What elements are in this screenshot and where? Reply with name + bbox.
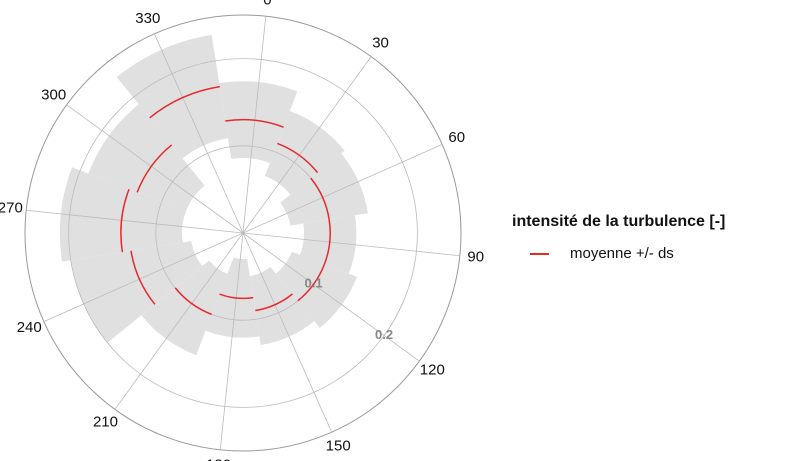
plot: 0 30 60 90 120 150 180 210 240 270 300 330 0.1 0.2 [0,0,484,461]
mean-arc [130,250,156,305]
spoke [242,56,372,234]
angle-label: 270 [0,200,23,217]
spoke [66,104,244,234]
legend-title: intensité de la turbulence [-] [512,213,725,230]
angle-label: 180 [206,457,231,461]
angle-label: 0 [263,0,271,8]
mean-arc [219,293,254,300]
spoke [43,232,244,323]
radial-tick-label: 0.1 [305,276,323,291]
band [219,81,298,163]
angle-label: 120 [420,362,445,379]
mean-arc [120,188,130,253]
band [264,110,345,195]
angle-label: 60 [448,129,465,146]
mean-arc [136,144,173,193]
outer-circle [24,14,462,452]
spoke [242,232,333,433]
spoke [114,232,244,410]
angle-label: 30 [372,35,389,52]
band [116,34,228,159]
mean-arc [255,293,293,312]
spoke [242,232,460,257]
mean-arc [149,85,220,119]
mean-arc [297,263,326,302]
band [70,241,203,343]
band [249,266,315,345]
angle-label: 150 [326,438,351,455]
angle-label: 240 [17,319,42,336]
mean-arc [323,219,331,265]
mean-arc [225,118,284,128]
band [299,215,357,274]
angle-label: 90 [467,248,484,265]
spoke [242,143,443,234]
radial-tick-label: 0.2 [375,327,393,342]
angle-label: 330 [135,10,160,27]
grid-circle [68,58,418,408]
mean-arc [310,177,330,220]
angle-label: 210 [93,413,118,430]
spoke [153,33,244,234]
mean-arc [277,142,319,174]
angle-label: 300 [41,86,66,103]
spoke [242,232,420,362]
band [275,251,357,328]
mean-arc [174,287,213,316]
spoke [219,232,244,450]
band [280,153,368,226]
spoke [26,209,244,234]
spoke [242,16,267,234]
legend-label: moyenne +/- ds [570,245,674,262]
